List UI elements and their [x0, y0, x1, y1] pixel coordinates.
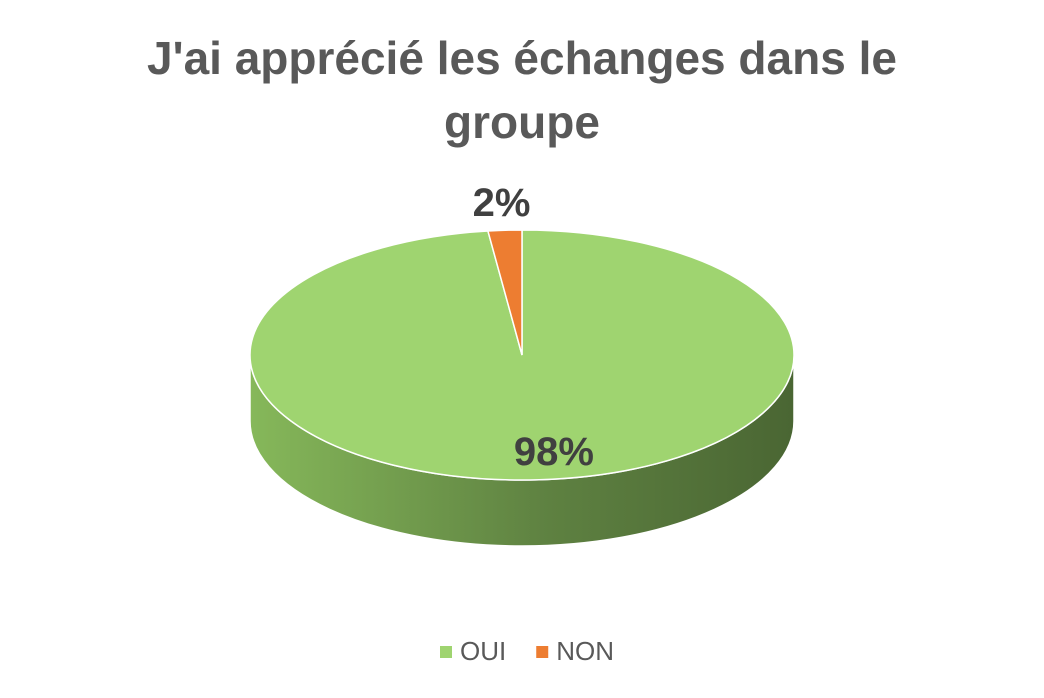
chart-title: J'ai apprécié les échanges dans le group… — [147, 32, 897, 148]
legend-swatch — [440, 646, 452, 658]
legend-label: OUI — [460, 636, 506, 666]
legend-label: NON — [556, 636, 614, 666]
pie-slice — [486, 229, 523, 356]
data-label: 98% — [514, 430, 594, 474]
data-label: 2% — [473, 181, 531, 225]
legend-swatch — [536, 646, 549, 658]
